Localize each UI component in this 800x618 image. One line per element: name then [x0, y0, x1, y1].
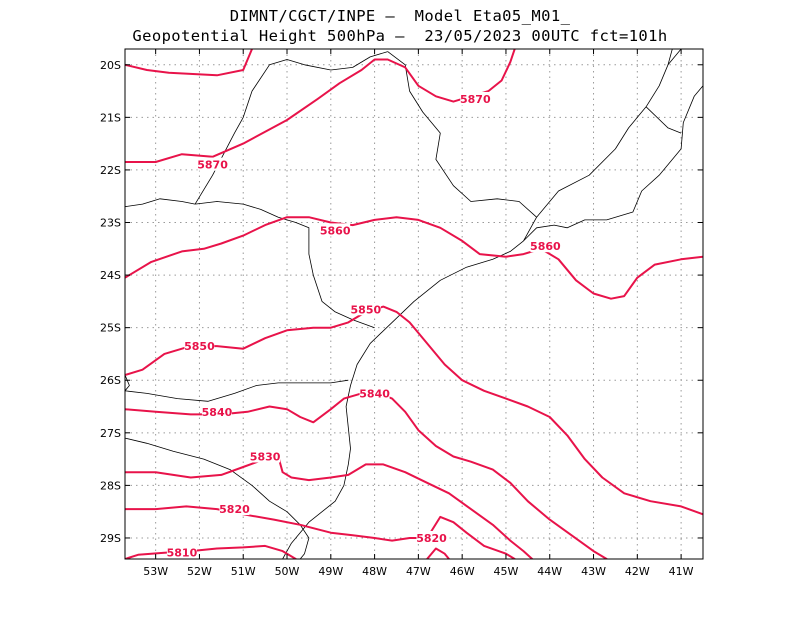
- lat-tick-label: 22S: [100, 164, 121, 177]
- contour-label-bg: [197, 157, 228, 171]
- argentina-border: [125, 374, 130, 392]
- contour-label: 5850: [184, 340, 215, 353]
- map-title-line-2: Geopotential Height 500hPa – 23/05/2023 …: [132, 27, 668, 45]
- lat-tick-label: 24S: [100, 269, 121, 282]
- lat-tick-label: 28S: [100, 479, 121, 492]
- contour-label: 5860: [530, 240, 561, 253]
- contour-label: 5870: [460, 93, 491, 106]
- contour-label-bg: [184, 339, 215, 353]
- contour-label-bg: [250, 449, 281, 463]
- border-ms-sp: [194, 51, 388, 205]
- lon-tick-label: 49W: [318, 565, 343, 578]
- border-sp-pr: [195, 201, 375, 329]
- lat-tick-label: 25S: [100, 322, 121, 335]
- lat-tick-label: 26S: [100, 374, 121, 387]
- border-rj-es: [645, 106, 682, 134]
- contour-label: 5820: [219, 503, 250, 516]
- lon-tick-label: 44W: [537, 565, 562, 578]
- map-title-line-1: DIMNT/CGCT/INPE – Model Eta05_M01_: [229, 7, 571, 25]
- contour-label: 5840: [359, 387, 390, 400]
- lat-tick-label: 23S: [100, 217, 121, 230]
- contour-label-bg: [219, 502, 250, 516]
- contour-5870: [125, 49, 253, 77]
- contour-5810: [125, 544, 297, 559]
- graticule: [125, 49, 703, 559]
- contour-label-bg: [460, 91, 491, 105]
- lon-tick-label: 47W: [406, 565, 431, 578]
- border-mg-rj: [536, 49, 673, 218]
- lat-tick-label: 21S: [100, 111, 121, 124]
- lon-tick-label: 48W: [362, 565, 387, 578]
- contour-label-bg: [320, 223, 351, 237]
- coastlines-and-borders: [125, 49, 703, 559]
- contour-label-bg: [359, 386, 390, 400]
- border-sc-rs: [125, 437, 310, 559]
- lon-tick-label: 43W: [581, 565, 606, 578]
- lon-tick-label: 52W: [187, 565, 212, 578]
- contour-label: 5830: [250, 450, 281, 463]
- contour-label-bg: [166, 545, 197, 559]
- contour-5830: [125, 455, 534, 559]
- lon-tick-label: 50W: [275, 565, 300, 578]
- lon-tick-label: 41W: [669, 565, 694, 578]
- coastline: [282, 85, 703, 559]
- contour-label: 5850: [351, 303, 382, 316]
- contour-5850: [125, 305, 703, 516]
- contour-label-bg: [350, 302, 381, 316]
- lon-tick-label: 42W: [625, 565, 650, 578]
- lon-tick-label: 53W: [143, 565, 168, 578]
- border-ms-pr: [125, 198, 196, 208]
- lat-tick-label: 27S: [100, 427, 121, 440]
- border-mg-sp: [387, 51, 537, 242]
- contour-5860: [125, 216, 703, 300]
- contour-5870: [125, 49, 516, 163]
- contour-label: 5860: [320, 224, 351, 237]
- contour-label: 5820: [416, 532, 447, 545]
- lat-tick-label: 29S: [100, 532, 121, 545]
- contour-label: 5870: [197, 159, 228, 172]
- lat-tick-label: 20S: [100, 59, 121, 72]
- lon-tick-label: 51W: [231, 565, 256, 578]
- lon-tick-label: 45W: [494, 565, 519, 578]
- border-mg-es: [667, 49, 682, 66]
- contour-label-bg: [201, 404, 232, 418]
- contour-label: 5810: [167, 547, 198, 560]
- border-pr-sc: [125, 379, 349, 402]
- contour-label: 5840: [202, 406, 233, 419]
- lon-tick-label: 46W: [450, 565, 475, 578]
- contour-5820: [125, 505, 516, 559]
- plot-frame: [124, 48, 704, 560]
- contour-label-bg: [530, 239, 561, 253]
- contour-labels: 5870 5870 5860 5860 5850 5850 5840 5840 5830 5820…: [166, 91, 561, 560]
- axis-ticks: 53W 52W 51W 50W 49W 48W 47W 46W 45W 44W 43W 42W 41W 2…: [100, 49, 703, 578]
- contour-segment: [426, 547, 450, 559]
- contour-label-bg: [416, 530, 447, 544]
- height-contours: [125, 49, 703, 559]
